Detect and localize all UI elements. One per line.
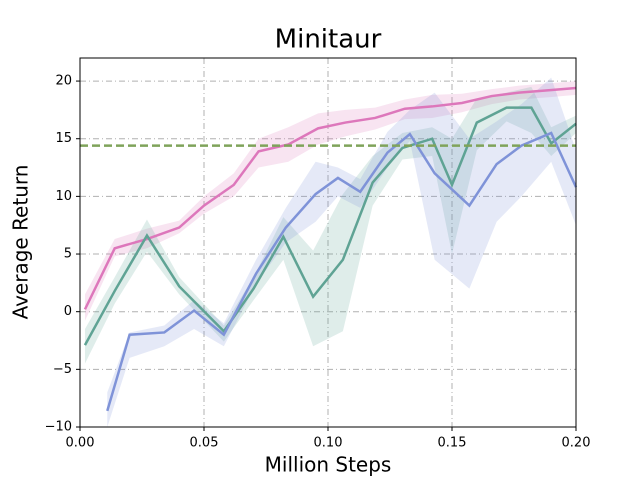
line-series <box>83 106 577 346</box>
y-tick-label: 0 <box>64 304 72 319</box>
y-tick-label: 10 <box>55 189 72 204</box>
x-tick-label: 0.10 <box>314 436 343 451</box>
y-axis-label: Average Return <box>9 165 33 320</box>
confidence-band <box>84 86 577 364</box>
x-tick-label: 0.00 <box>66 436 95 451</box>
y-tick-label: 20 <box>55 74 72 89</box>
confidence-band <box>84 81 577 321</box>
line-series <box>106 131 578 412</box>
x-tick-label: 0.20 <box>562 436 591 451</box>
x-tick-label: 0.05 <box>190 436 219 451</box>
y-tick-label: −10 <box>45 420 72 435</box>
y-tick-label: −5 <box>53 362 72 377</box>
line-series <box>83 86 577 310</box>
y-tick-label: 15 <box>55 131 72 146</box>
x-axis-label: Million Steps <box>265 453 392 477</box>
y-tick-label: 5 <box>64 247 72 262</box>
chart-title: Minitaur <box>275 25 382 55</box>
x-tick-label: 0.15 <box>438 436 467 451</box>
plot-frame <box>79 57 577 428</box>
